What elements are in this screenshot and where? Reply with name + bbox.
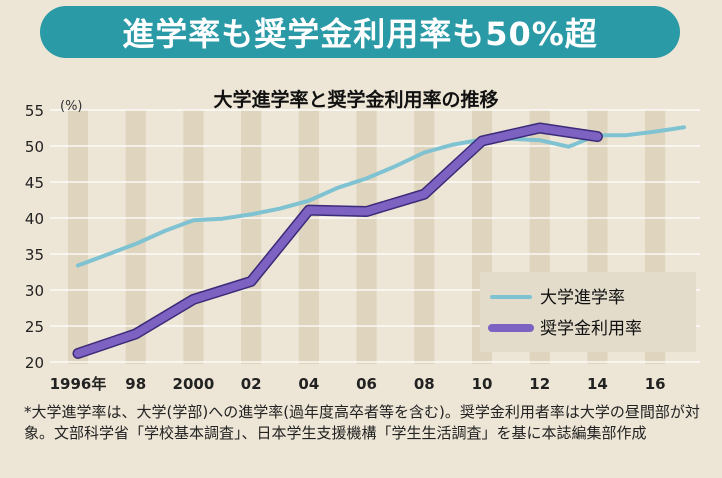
headline-banner: 進学率も奨学金利用率も50%超 xyxy=(40,6,680,58)
column-band xyxy=(356,110,377,364)
y-tick-label: 40 xyxy=(25,210,44,228)
x-tick-label: 1996年 xyxy=(50,375,107,393)
series-line-enrollment xyxy=(76,125,686,268)
y-tick-label: 20 xyxy=(25,354,44,372)
y-tick-label: 25 xyxy=(25,318,44,336)
column-band xyxy=(298,110,319,364)
x-tick-label: 02 xyxy=(241,375,262,393)
footnote: *大学進学率は、大学(学部)への進学率(過年度高卒者等を含む)。奨学金利用者率は… xyxy=(24,403,700,442)
y-tick-labels: 20 25 30 35 40 45 50 55 xyxy=(25,102,44,372)
chart-title: 大学進学率と奨学金利用率の推移 xyxy=(213,88,498,111)
x-tick-label: 2000 xyxy=(173,375,215,393)
legend: 大学進学率 奨学金利用率 xyxy=(480,272,696,352)
column-band xyxy=(125,110,146,364)
headline-text: 進学率も奨学金利用率も50%超 xyxy=(122,15,598,53)
x-tick-label: 06 xyxy=(356,375,377,393)
y-axis-unit: (%) xyxy=(60,99,83,114)
column-bands xyxy=(67,110,666,364)
x-tick-labels: 1996年 98 2000 02 04 06 08 10 12 14 16 xyxy=(50,375,666,393)
column-band xyxy=(67,110,89,364)
y-tick-label: 50 xyxy=(25,138,44,156)
series-line-scholarship xyxy=(74,124,602,358)
x-tick-label: 08 xyxy=(414,375,435,393)
x-tick-label: 14 xyxy=(587,375,608,393)
x-tick-label: 04 xyxy=(298,375,319,393)
y-tick-label: 30 xyxy=(25,282,44,300)
x-tick-label: 98 xyxy=(125,375,146,393)
legend-box xyxy=(480,272,696,352)
line-chart: 大学進学率と奨学金利用率の推移 (%) 20 25 30 35 40 45 50 55 199… xyxy=(25,88,700,393)
column-band xyxy=(414,110,435,364)
series-lines xyxy=(72,122,686,359)
legend-label-enrollment: 大学進学率 xyxy=(540,288,625,308)
x-tick-label: 12 xyxy=(529,375,550,393)
y-tick-label: 35 xyxy=(25,246,44,264)
x-tick-label: 16 xyxy=(645,375,666,393)
y-tick-label: 45 xyxy=(25,174,44,192)
x-tick-label: 10 xyxy=(472,375,493,393)
y-tick-label: 55 xyxy=(25,102,44,120)
legend-label-scholarship: 奨学金利用率 xyxy=(540,319,642,339)
column-band xyxy=(241,110,262,364)
